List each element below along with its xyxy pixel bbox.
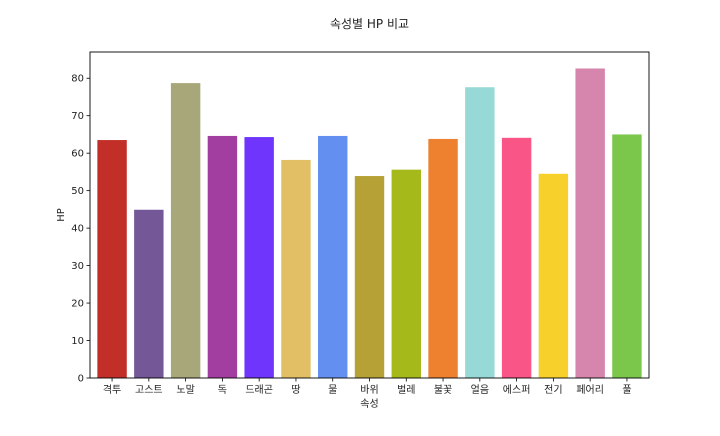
x-axis-label: 속성 (360, 398, 378, 410)
x-tick-label: 벌레 (397, 384, 415, 396)
y-tick-label: 80 (71, 74, 84, 85)
y-tick-label: 70 (71, 111, 84, 122)
x-tick-label: 독 (218, 384, 227, 396)
x-tick-label: 에스퍼 (503, 384, 531, 396)
bar-10 (428, 138, 458, 378)
bar-2 (134, 209, 164, 378)
bar-5 (244, 137, 274, 378)
y-tick-label: 0 (78, 374, 84, 385)
bar-14 (575, 68, 605, 378)
y-tick-label: 30 (71, 261, 84, 272)
x-tick-label: 전기 (544, 384, 562, 396)
bar-7 (318, 135, 348, 378)
bar-6 (281, 159, 311, 378)
y-tick-label: 50 (71, 186, 84, 197)
chart-title: 속성별 HP 비교 (330, 17, 409, 31)
x-tick-label: 얼음 (471, 384, 489, 396)
bar-4 (207, 135, 238, 378)
bar-11 (465, 87, 495, 378)
y-axis: 0 10 20 30 40 50 60 70 80 (71, 74, 90, 385)
x-tick-label: 고스트 (135, 384, 163, 396)
x-tick-label: 노말 (176, 384, 194, 396)
bars-layer (97, 68, 642, 379)
bar-13 (538, 173, 569, 378)
x-tick-label: 땅 (291, 384, 300, 396)
x-tick-label: 불꽃 (434, 384, 452, 396)
x-tick-label: 바위 (360, 383, 378, 396)
x-tick-label: 물 (328, 384, 337, 396)
x-tick-label: 격투 (103, 383, 121, 396)
y-tick-label: 20 (71, 299, 84, 310)
bar-3 (170, 83, 201, 379)
x-axis: 격투 고스트 노말 독 드래곤 땅 물 바위 벌레 불꽃 얼음 에스퍼 전기 페어리 풀 (103, 378, 632, 396)
x-tick-label: 드래곤 (245, 384, 273, 396)
y-axis-label: HP (56, 208, 67, 222)
bar-1 (97, 140, 127, 378)
y-tick-label: 10 (71, 336, 84, 347)
y-tick-label: 60 (71, 149, 84, 160)
bar-9 (391, 169, 421, 378)
bar-15 (612, 134, 642, 378)
y-tick-label: 40 (71, 224, 84, 235)
x-tick-label: 페어리 (576, 384, 604, 396)
x-tick-label: 풀 (622, 384, 631, 396)
bar-8 (354, 176, 385, 378)
bar-12 (501, 137, 532, 378)
